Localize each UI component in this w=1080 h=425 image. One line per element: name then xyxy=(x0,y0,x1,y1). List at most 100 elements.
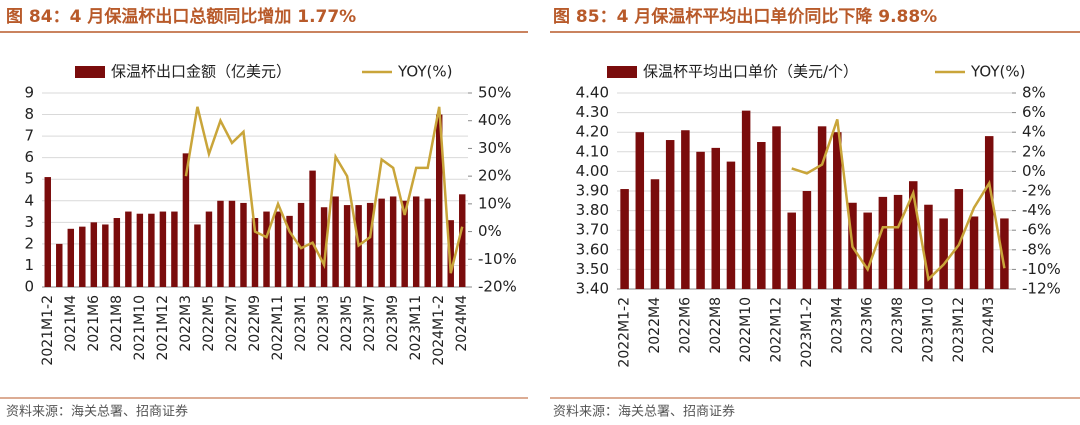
bar xyxy=(726,161,736,289)
bar xyxy=(969,216,979,289)
x-tick-label: 2023M4 xyxy=(829,297,845,354)
chart-title: 图 85：4 月保温杯平均出口单价同比下降 9.88% xyxy=(553,6,937,27)
y2-tick-label: 50% xyxy=(478,84,511,102)
bar xyxy=(228,200,236,287)
legend-label: YOY(%) xyxy=(970,63,1025,81)
bar xyxy=(459,194,466,287)
bar xyxy=(787,212,796,289)
bar xyxy=(757,142,766,289)
x-tick-label: 2023M3 xyxy=(316,295,332,352)
x-tick-label: 2022M1-2 xyxy=(617,297,633,368)
y2-tick-label: -6% xyxy=(1022,221,1051,239)
y-tick-label: 4.10 xyxy=(576,142,609,160)
bar xyxy=(90,222,98,287)
x-tick-label: 2024M1-2 xyxy=(431,295,447,366)
bar xyxy=(297,202,305,287)
bar xyxy=(286,215,293,287)
bar xyxy=(893,194,903,289)
y2-tick-label: -12% xyxy=(1022,280,1061,298)
bar xyxy=(159,211,167,287)
bar xyxy=(620,189,629,289)
y2-tick-label: -10% xyxy=(478,250,517,268)
bar xyxy=(182,153,190,287)
bar xyxy=(343,205,351,287)
bar xyxy=(681,130,690,289)
legend-label: 保温杯出口金额（亿美元） xyxy=(111,63,291,81)
bar xyxy=(274,211,282,287)
bar xyxy=(447,220,454,287)
x-tick-label: 2021M12 xyxy=(155,295,171,361)
bar xyxy=(635,132,645,289)
y-tick-label: 9 xyxy=(24,84,34,102)
y-tick-label: 3.60 xyxy=(576,240,609,258)
bar xyxy=(696,151,705,289)
bar xyxy=(389,196,397,287)
bar xyxy=(205,211,213,287)
x-tick-label: 2023M8 xyxy=(890,297,906,354)
bar xyxy=(924,204,933,289)
legend-label: YOY(%) xyxy=(397,63,452,81)
x-tick-label: 2023M9 xyxy=(385,295,401,352)
x-tick-label: 2022M7 xyxy=(224,295,240,352)
bar xyxy=(711,147,721,289)
bar xyxy=(79,226,86,287)
x-tick-label: 2022M9 xyxy=(247,295,263,352)
bar xyxy=(1000,218,1009,289)
y-tick-label: 2 xyxy=(24,234,34,252)
line xyxy=(791,119,1006,282)
chart-title: 图 84：4 月保温杯出口总额同比增加 1.77% xyxy=(6,6,356,27)
x-tick-label: 2022M8 xyxy=(708,297,724,354)
y-tick-label: 3.40 xyxy=(576,280,609,298)
bar xyxy=(908,181,918,289)
bar xyxy=(412,196,420,287)
bar xyxy=(366,202,374,287)
line xyxy=(184,106,464,274)
bar xyxy=(148,213,155,287)
legend-label: 保温杯平均出口单价（美元/个） xyxy=(643,63,858,81)
bar xyxy=(263,211,270,287)
x-tick-label: 2022M4 xyxy=(647,297,663,354)
x-tick-label: 2021M4 xyxy=(63,295,79,352)
x-tick-label: 2023M5 xyxy=(339,295,355,352)
x-tick-label: 2023M7 xyxy=(362,295,378,352)
x-tick-label: 2023M10 xyxy=(920,297,936,363)
bar xyxy=(863,212,872,289)
x-tick-label: 2023M12 xyxy=(951,297,967,363)
y2-tick-label: -20% xyxy=(478,278,517,296)
y2-tick-label: 40% xyxy=(478,111,511,129)
y-tick-label: 5 xyxy=(24,170,34,188)
bar xyxy=(332,196,339,287)
bar xyxy=(309,170,316,287)
y2-tick-label: 0% xyxy=(1022,162,1046,180)
x-tick-label: 2022M3 xyxy=(178,295,194,352)
x-tick-label: 2021M6 xyxy=(86,295,102,352)
y2-tick-label: -2% xyxy=(1022,182,1051,200)
bar xyxy=(320,207,328,287)
x-tick-label: 2022M5 xyxy=(201,295,217,352)
bar xyxy=(650,179,660,289)
bar xyxy=(102,224,109,287)
y-tick-label: 0 xyxy=(24,278,34,296)
bar xyxy=(833,132,842,289)
bar xyxy=(378,198,385,287)
y-tick-label: 4.20 xyxy=(576,123,609,141)
bar xyxy=(251,218,259,287)
bar xyxy=(136,213,144,287)
y-tick-label: 4 xyxy=(24,191,34,209)
y2-tick-label: -10% xyxy=(1022,260,1061,278)
bar xyxy=(939,218,948,289)
bar xyxy=(125,211,132,287)
x-tick-label: 2022M11 xyxy=(270,295,286,361)
x-tick-label: 2023M1-2 xyxy=(799,297,815,368)
bar xyxy=(424,198,431,287)
bar xyxy=(113,218,121,287)
x-tick-label: 2021M1-2 xyxy=(40,295,56,366)
source: 资料来源：海关总署、招商证券 xyxy=(553,404,735,420)
x-tick-label: 2024M4 xyxy=(454,295,470,352)
y2-tick-label: 4% xyxy=(1022,123,1046,141)
y-tick-label: 6 xyxy=(24,148,34,166)
bar xyxy=(435,114,443,287)
bar xyxy=(56,243,63,287)
y-tick-label: 3 xyxy=(24,213,34,231)
